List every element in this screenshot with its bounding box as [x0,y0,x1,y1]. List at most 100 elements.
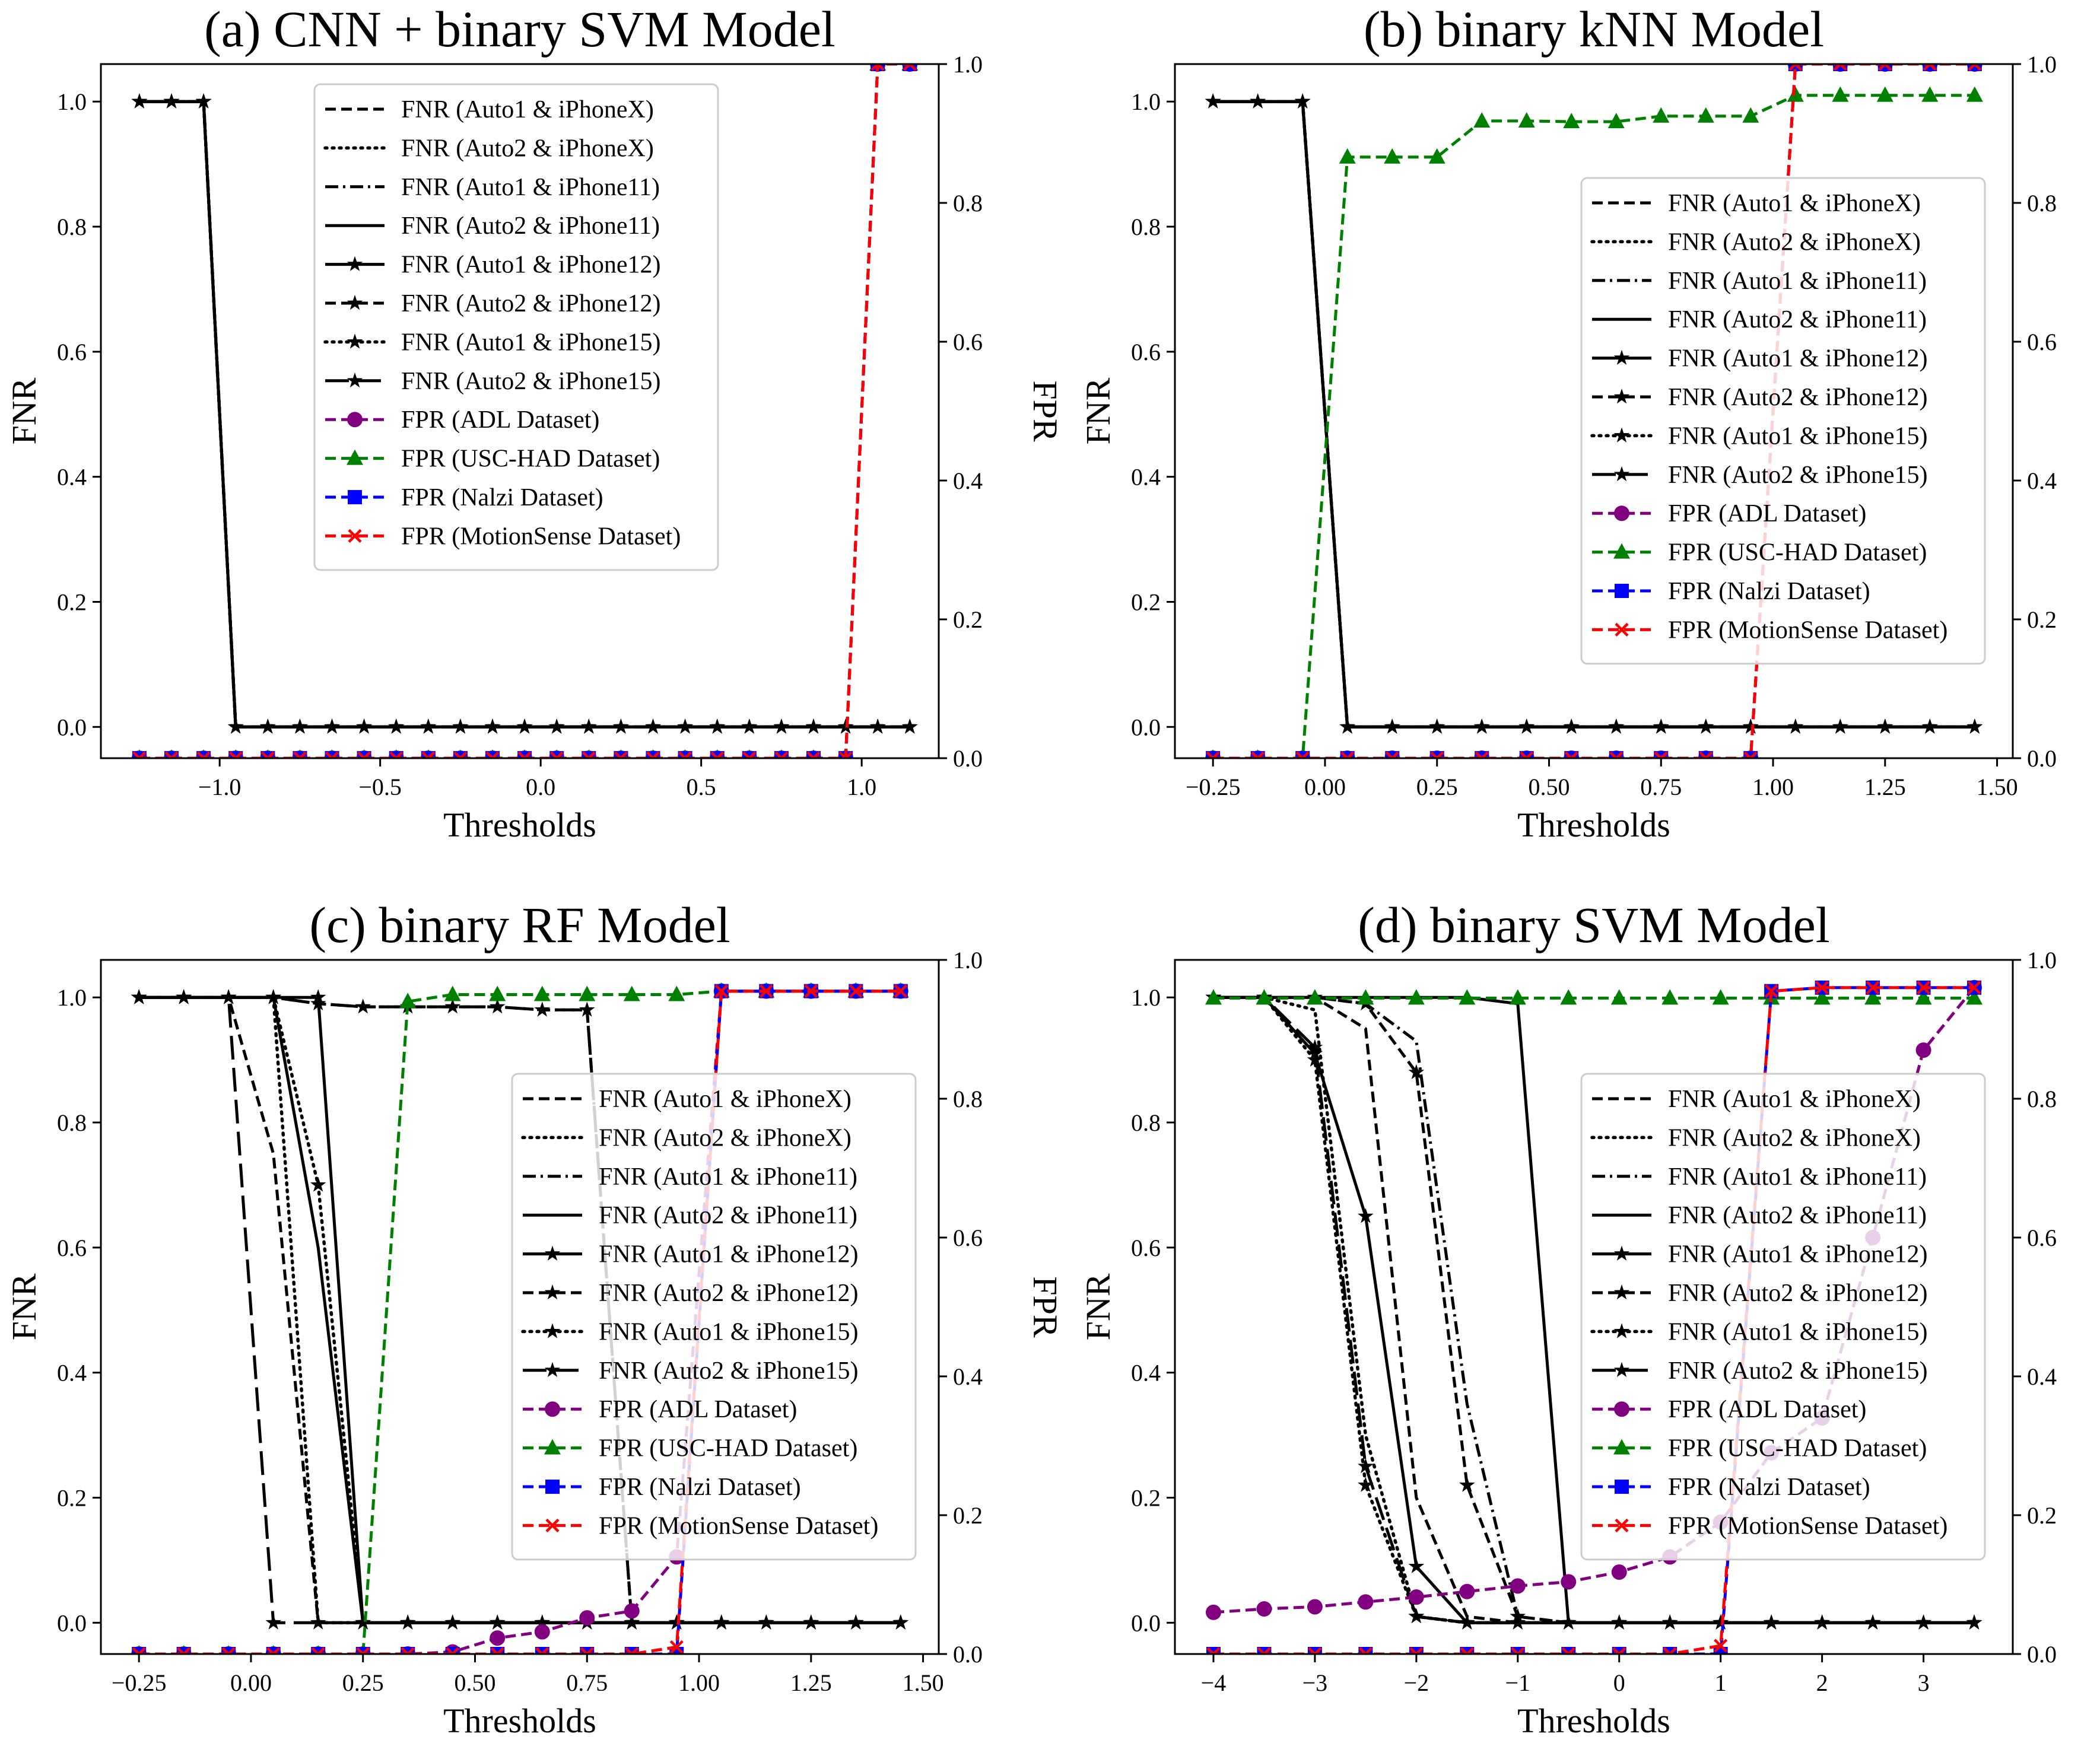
y2-tick-label: 1.0 [2027,51,2057,78]
x-tick-label: 0.50 [454,1669,495,1696]
x-tick-label: 1.0 [847,774,876,800]
legend-entry: FNR (Auto1 & iPhoneX) [1668,1086,1921,1113]
legend-entry: FPR (MotionSense Dataset) [599,1512,878,1540]
data-point [1916,981,1931,995]
data-point [1459,1614,1475,1630]
data-point [1699,751,1713,758]
legend-entry: FNR (Auto2 & iPhone11) [401,212,660,240]
legend-entry: FNR (Auto2 & iPhoneX) [599,1124,852,1152]
data-point [1813,989,1831,1005]
chart-title: (c) binary RF Model [309,896,730,953]
data-point [132,751,147,758]
data-point [1877,718,1894,734]
data-point [1384,718,1400,734]
data-point [1832,86,1849,102]
data-point [894,984,908,998]
x-tick-label: −2 [1404,1669,1429,1696]
legend-marker [1613,427,1630,443]
legend-entry: FNR (Auto2 & iPhoneX) [1668,228,1921,256]
data-point [489,998,506,1014]
data-point [489,985,506,1001]
y-axis-label: FNR [1079,377,1117,444]
data-point [1295,751,1310,758]
y2-tick-label: 0.6 [953,1224,983,1251]
data-point [709,718,725,734]
y2-tick-label: 0.4 [2027,1363,2057,1390]
data-point [484,718,501,734]
data-point [293,751,307,758]
legend-marker [347,412,363,428]
x-tick-label: −1 [1505,1669,1531,1696]
legend-marker [1615,1480,1629,1494]
legend-entry: FPR (ADL Dataset) [599,1396,797,1423]
y-tick-label: 1.0 [57,88,87,115]
y-tick-label: 0.8 [57,214,87,240]
legend-entry: FNR (Auto1 & iPhone12) [1668,345,1928,373]
data-point [1713,1614,1729,1630]
data-point [1564,751,1578,758]
data-point [806,751,821,758]
legend-entry: FNR (Auto1 & iPhone11) [401,174,660,201]
legend-marker [1613,1362,1630,1378]
y-tick-label: 1.0 [1131,984,1161,1011]
legend-entry: FNR (Auto2 & iPhone11) [1668,306,1927,333]
legend-box [511,1073,917,1561]
data-point [579,1001,595,1017]
x-tick-label: 0.25 [1416,774,1458,800]
data-point [1561,1574,1577,1590]
data-point [1358,1647,1373,1654]
data-point [1763,1614,1780,1630]
y2-tick-label: 0.0 [2027,745,2057,772]
data-point [444,985,461,1001]
data-point [1915,1042,1931,1058]
x-tick-label: −1.0 [198,774,242,800]
chart-panel-b: (b) binary kNN Model 0.0 0.2 0.4 0.6 0.8 1.0 0.… [1079,1,2057,844]
data-point [1654,751,1668,758]
data-point [1256,989,1273,1005]
plot-area [131,982,909,1654]
legend-entry: FNR (Auto2 & iPhone15) [599,1357,859,1385]
legend-marker [1613,1284,1630,1300]
data-point [534,1624,550,1640]
data-point [668,985,685,1001]
data-point [677,718,693,734]
data-point [1340,751,1355,758]
legend-entry: FNR (Auto1 & iPhone12) [1668,1241,1928,1268]
data-point [1742,107,1759,123]
y-tick-label: 0.0 [57,1610,87,1636]
legend-marker [1614,1401,1629,1417]
x-tick-label: 1.00 [678,1669,720,1696]
data-point [177,1647,191,1654]
data-point [1251,751,1265,758]
y-tick-label: 0.4 [57,1360,87,1386]
x-axis-label: Thresholds [443,1701,596,1740]
data-point [1611,1564,1627,1580]
legend-entry: FNR (Auto1 & iPhone11) [1668,268,1927,295]
data-point [389,751,404,758]
data-point [490,1647,504,1654]
data-point [804,984,818,998]
y2-tick-label: 0.0 [953,1641,983,1668]
data-point [1385,751,1399,758]
data-point [195,93,212,109]
data-point [1409,1647,1424,1654]
y-tick-label: 0.2 [1131,1484,1161,1511]
legend-box [1580,1073,1986,1561]
data-point [903,64,917,71]
data-point [1358,1594,1374,1610]
y2-tick-label: 0.2 [2027,606,2057,633]
data-point [1876,86,1894,102]
data-point [669,1614,685,1630]
y2-axis-label: FPR [1026,380,1065,442]
legend-entry: FPR (ADL Dataset) [1668,500,1866,527]
x-tick-label: 0.50 [1528,774,1570,800]
data-point [1429,718,1445,734]
chart-panel-c: (c) binary RF Model 0.0 0.2 0.4 0.6 0.8 1.0 0.0… [5,896,1065,1740]
y-axis-label: FNR [1079,1273,1117,1340]
data-point [1563,718,1580,734]
legend-entry: FPR (USC-HAD Dataset) [1668,539,1927,567]
data-point [1460,1647,1474,1654]
legend-entry: FNR (Auto2 & iPhone12) [599,1280,859,1307]
y2-axis-label: FPR [1026,1276,1065,1338]
